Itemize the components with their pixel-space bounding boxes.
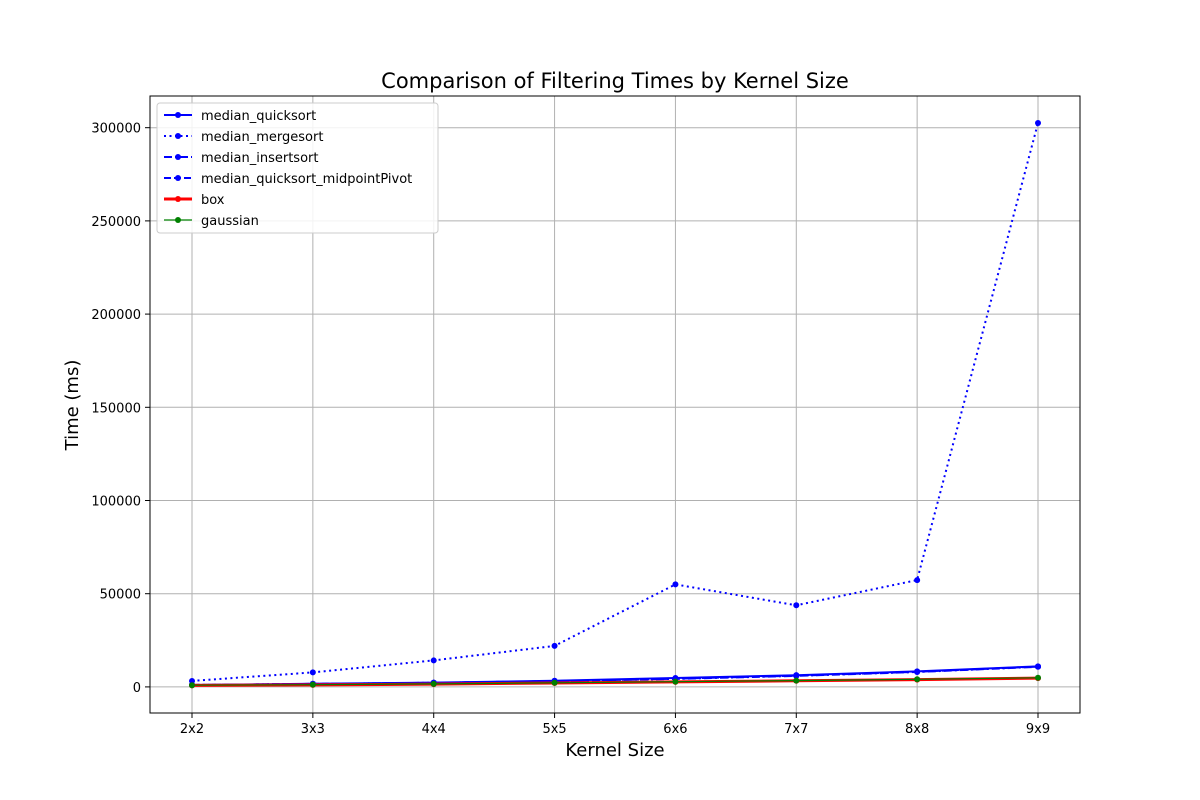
data-point [1035, 674, 1041, 681]
x-tick-label: 4x4 [422, 722, 446, 737]
plot-frame [149, 95, 1081, 714]
legend-label: median_insertsort [201, 151, 318, 166]
data-point [672, 678, 679, 685]
legend-label: gaussian [201, 214, 259, 229]
legend-box [156, 102, 439, 234]
data-point [1035, 663, 1041, 670]
y-tick-label: 250000 [91, 215, 141, 230]
grid [150, 96, 1080, 713]
y-tick-label: 200000 [91, 308, 141, 323]
chart-title: Comparison of Filtering Times by Kernel … [381, 69, 849, 93]
legend-marker [175, 154, 181, 160]
series-line [191, 677, 1039, 686]
x-tick-label: 5x5 [542, 722, 566, 737]
data-point [309, 681, 316, 688]
legend-label: median_quicksort [201, 109, 316, 124]
y-tick-label: 50000 [100, 588, 141, 603]
y-axis-label: Time (ms) [62, 360, 83, 452]
series-layer [189, 120, 1041, 689]
x-tick-label: 7x7 [784, 722, 808, 737]
legend-label: box [201, 193, 225, 208]
y-axis-ticks: 0 50000 100000 150000 200000 250000 300000 [91, 122, 150, 696]
data-point [551, 679, 558, 686]
data-point [914, 676, 921, 683]
data-point [551, 642, 558, 649]
y-tick-label: 150000 [91, 401, 141, 416]
series-gaussian [189, 674, 1041, 689]
x-tick-label: 2x2 [180, 722, 204, 737]
data-point [189, 682, 195, 689]
x-tick-label: 9x9 [1026, 722, 1050, 737]
x-tick-label: 3x3 [301, 722, 325, 737]
legend-label: median_quicksort_midpointPivot [201, 172, 412, 187]
data-point [914, 577, 921, 584]
legend-marker [175, 217, 181, 223]
y-tick-label: 0 [133, 681, 141, 696]
y-tick-label: 100000 [91, 494, 141, 509]
legend-marker [175, 112, 181, 118]
x-axis-ticks: 2x2 3x3 4x4 5x5 6x6 7x7 8x8 9x9 [180, 713, 1050, 737]
x-tick-label: 8x8 [905, 722, 929, 737]
legend-label: median_mergesort [201, 130, 323, 145]
data-point [1035, 120, 1041, 127]
data-point [793, 602, 800, 609]
legend-marker [175, 133, 181, 139]
legend-marker [175, 175, 181, 181]
data-point [793, 677, 800, 684]
data-point [672, 581, 679, 588]
data-point [430, 680, 437, 687]
data-point [793, 672, 800, 679]
series-median_mergesort [189, 120, 1041, 684]
y-tick-label: 300000 [91, 122, 141, 137]
data-point [189, 677, 195, 684]
legend: median_quicksort median_mergesort median_i… [156, 102, 439, 234]
x-axis-label: Kernel Size [565, 740, 664, 761]
data-point [309, 669, 316, 676]
legend-marker [175, 196, 181, 202]
data-point [430, 657, 437, 664]
x-tick-label: 6x6 [663, 722, 687, 737]
data-point [914, 668, 921, 675]
